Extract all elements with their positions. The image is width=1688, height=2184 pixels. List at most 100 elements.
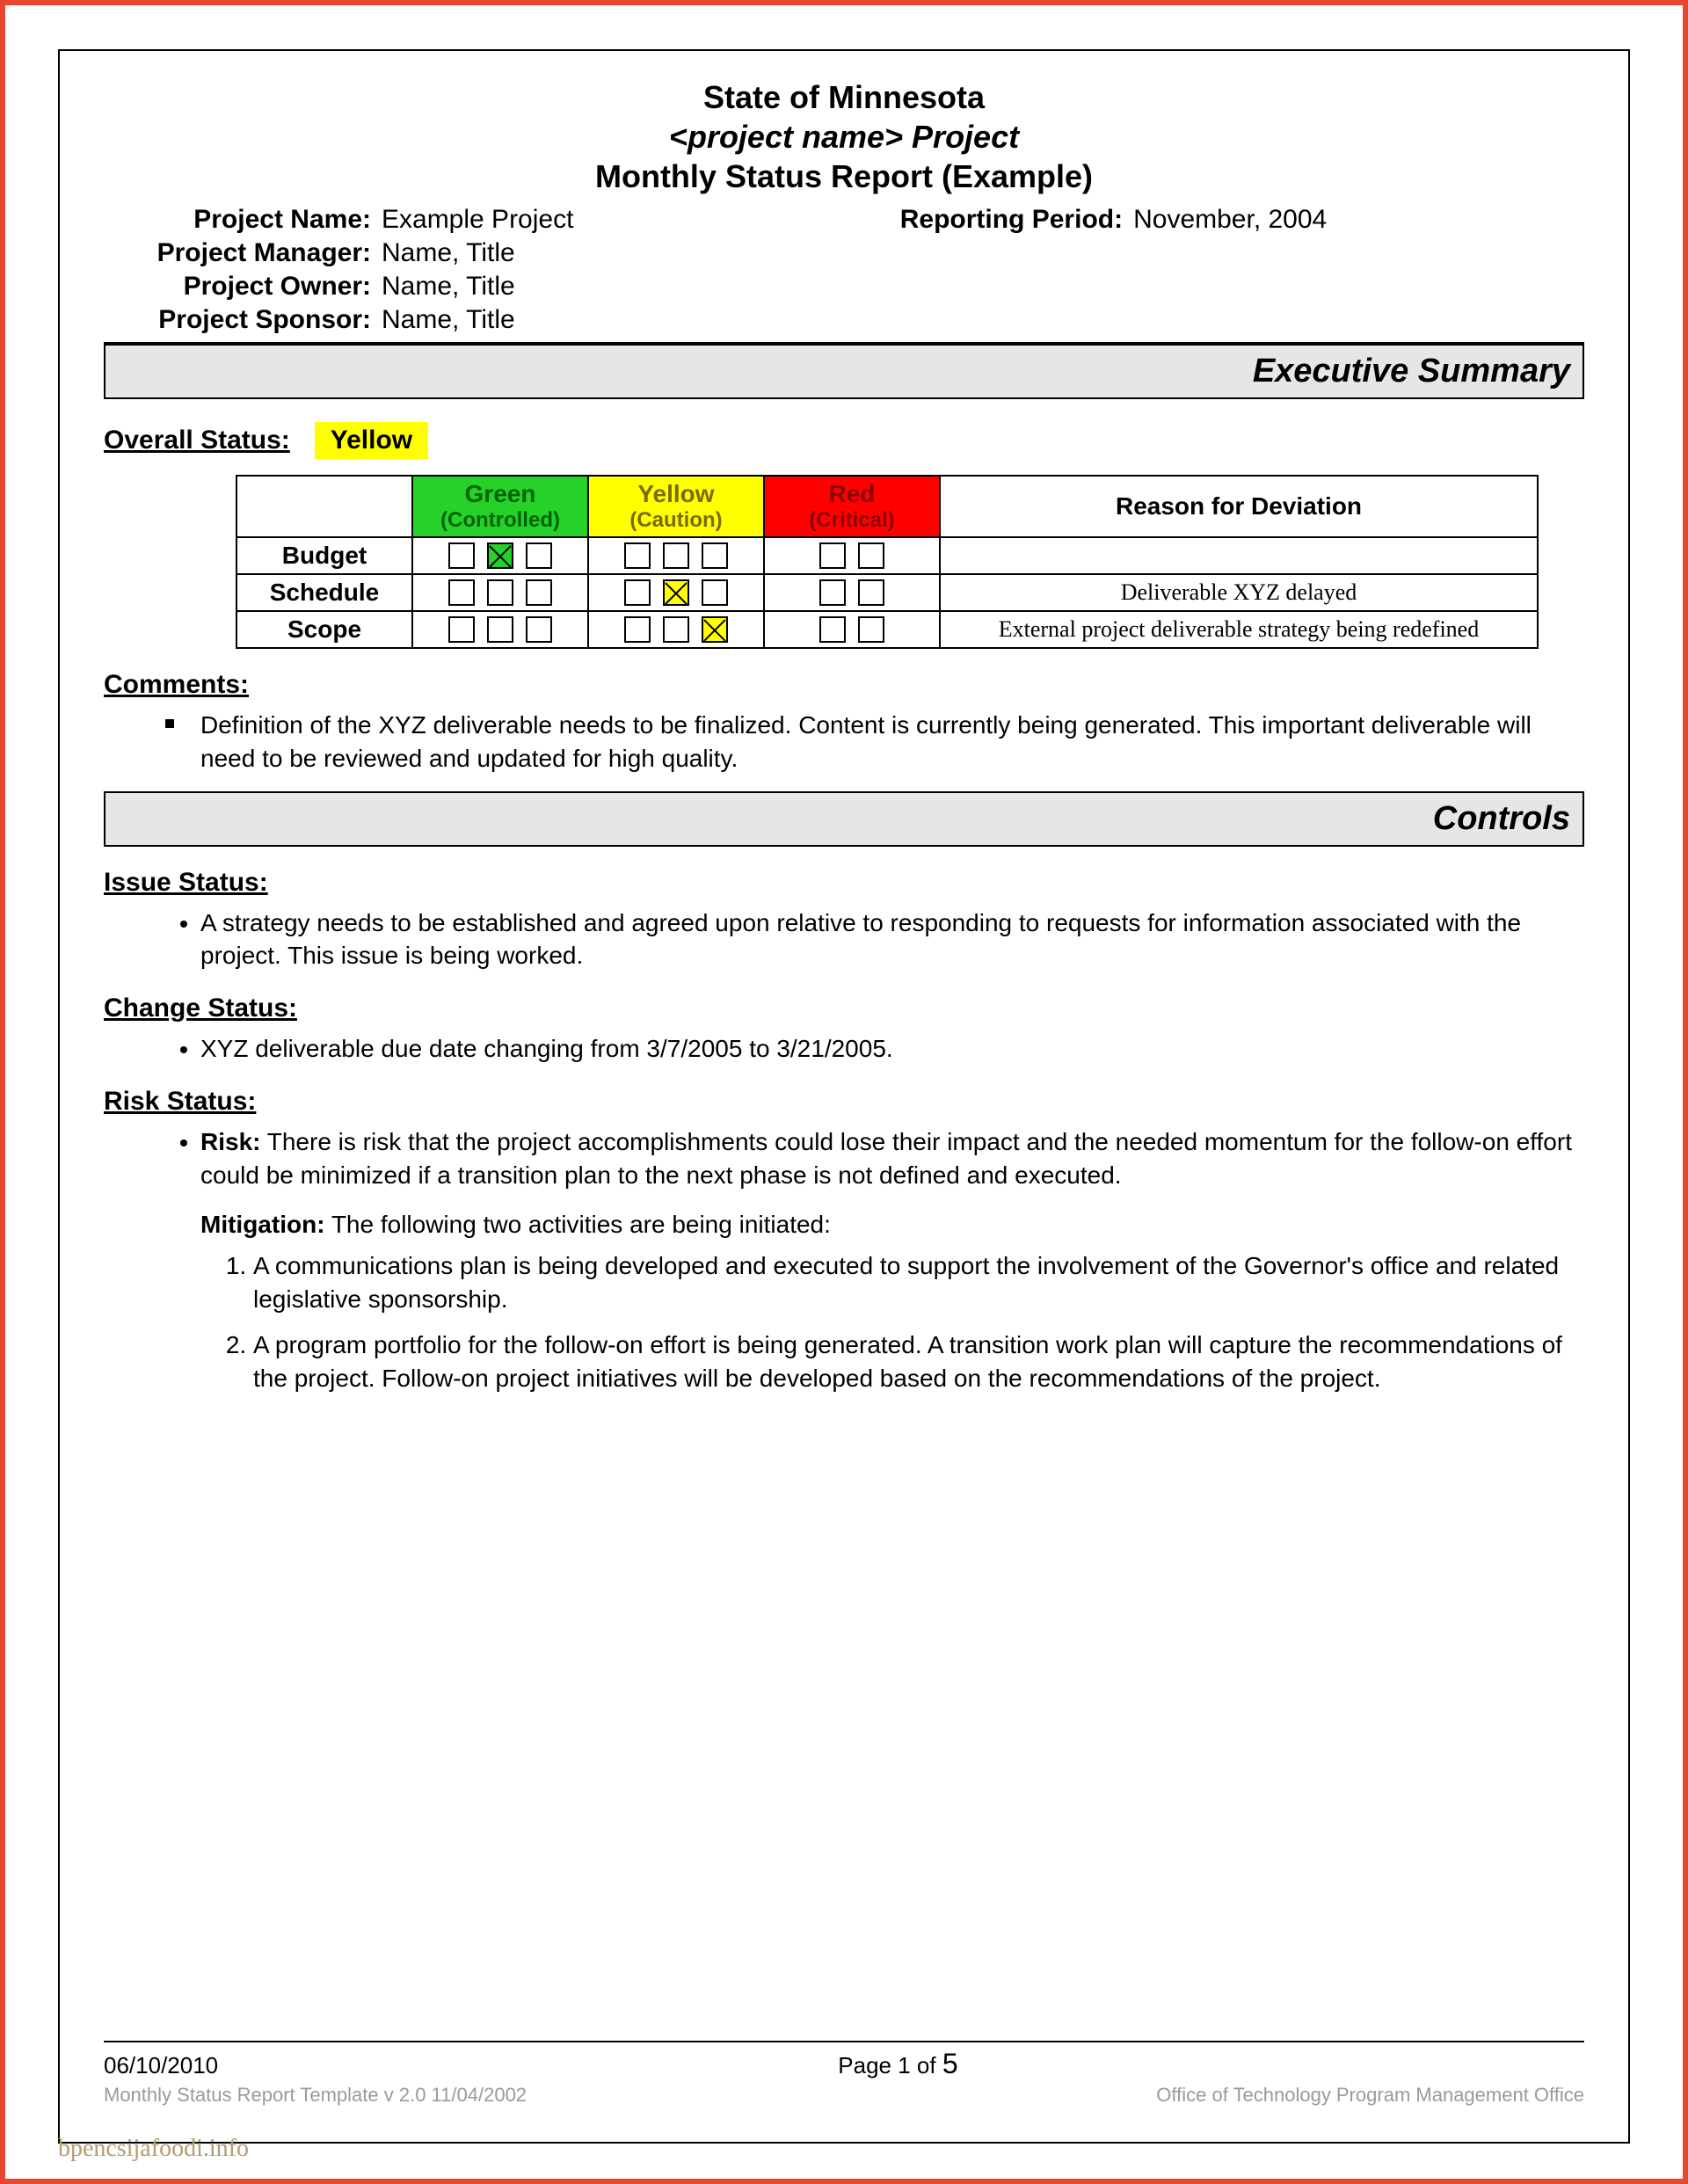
checkbox-icon — [448, 542, 475, 569]
checkbox-icon — [663, 616, 689, 643]
status-col-sub: (Caution) — [598, 508, 754, 533]
checkbox-icon — [663, 542, 689, 569]
footer-template-right: Office of Technology Program Management … — [1156, 2084, 1584, 2107]
checkbox-icon — [448, 579, 475, 606]
checkbox-icon — [702, 542, 728, 569]
status-check-cell — [412, 574, 588, 611]
mitigation-list: A communications plan is being developed… — [200, 1249, 1584, 1394]
checkbox-icon — [663, 579, 689, 606]
overall-status-label: Overall Status: — [104, 426, 290, 455]
meta-project-manager-label: Project Manager: — [104, 237, 376, 270]
mitigation-item: A communications plan is being developed… — [253, 1249, 1584, 1316]
checkbox-icon — [487, 542, 513, 569]
overall-status-row: Overall Status: Yellow — [104, 422, 1584, 459]
risk-status-label: Risk Status: — [104, 1087, 1584, 1117]
mitigation-prefix: Mitigation: — [200, 1211, 325, 1238]
status-corner-cell — [236, 476, 412, 537]
status-col-sub: (Critical) — [774, 508, 930, 533]
issue-status-label: Issue Status: — [104, 868, 1584, 898]
status-col-red: Red(Critical) — [764, 476, 940, 537]
title-line-2-prefix: < — [669, 119, 688, 155]
meta-project-sponsor: Name, Title — [376, 303, 1584, 337]
status-row: Budget — [236, 537, 1538, 574]
status-col-sub: (Controlled) — [422, 508, 578, 533]
page-footer: 06/10/2010 Page 1 of 5 . Monthly Status … — [104, 2041, 1584, 2107]
meta-project-name-label: Project Name: — [104, 203, 376, 237]
status-reason — [940, 537, 1538, 574]
title-line-2: <project name> Project — [104, 117, 1584, 157]
checkbox-icon — [526, 542, 552, 569]
status-reason: Deliverable XYZ delayed — [940, 574, 1538, 611]
change-status-label: Change Status: — [104, 994, 1584, 1023]
status-check-cell — [412, 537, 588, 574]
title-line-3: Monthly Status Report (Example) — [104, 157, 1584, 196]
watermark: bpencsijafoodi.info — [58, 2135, 249, 2163]
meta-project-owner: Name, Title — [376, 270, 1584, 303]
mitigation-item: A program portfolio for the follow-on ef… — [253, 1329, 1584, 1395]
checkbox-icon — [819, 579, 846, 606]
overall-status-value: Yellow — [315, 422, 428, 459]
checkbox-icon — [448, 616, 475, 643]
status-col-name: Red — [774, 480, 930, 508]
status-col-green: Green(Controlled) — [412, 476, 588, 537]
meta-project-manager: Name, Title — [376, 237, 1584, 270]
status-col-reason: Reason for Deviation — [940, 476, 1538, 537]
checkbox-icon — [702, 579, 728, 606]
mitigation-intro: The following two activities are being i… — [331, 1211, 831, 1238]
checkbox-icon — [624, 542, 651, 569]
risk-text: There is risk that the project accomplis… — [200, 1128, 1572, 1189]
title-line-2-italic: project name — [688, 119, 884, 155]
meta-reporting-period: November, 2004 — [1128, 203, 1584, 237]
checkbox-icon — [624, 616, 651, 643]
status-col-name: Yellow — [598, 480, 754, 508]
issue-list: A strategy needs to be established and a… — [104, 906, 1584, 973]
outer-frame: State of Minnesota <project name> Projec… — [0, 0, 1688, 2184]
checkbox-icon — [487, 579, 513, 606]
status-check-cell — [588, 611, 764, 648]
checkbox-icon — [526, 579, 552, 606]
checkbox-icon — [702, 616, 728, 643]
meta-project-sponsor-label: Project Sponsor: — [104, 303, 376, 337]
status-col-name: Green — [422, 480, 578, 508]
status-row: Scope External project deliverable strate… — [236, 611, 1538, 648]
status-check-cell — [588, 574, 764, 611]
banner-executive-summary: Executive Summary — [104, 344, 1584, 399]
change-item: XYZ deliverable due date changing from 3… — [200, 1032, 1584, 1066]
meta-table: Project Name: Example Project Reporting … — [104, 203, 1584, 337]
title-line-2-suffix: > Project — [884, 119, 1019, 155]
meta-project-owner-label: Project Owner: — [104, 270, 376, 303]
risk-prefix: Risk: — [200, 1128, 260, 1155]
risk-item: Risk: There is risk that the project acc… — [200, 1125, 1584, 1395]
status-row-label: Scope — [236, 611, 412, 648]
change-list: XYZ deliverable due date changing from 3… — [104, 1032, 1584, 1066]
page-frame: State of Minnesota <project name> Projec… — [58, 49, 1630, 2144]
footer-date: 06/10/2010 — [104, 2052, 218, 2079]
banner-controls: Controls — [104, 791, 1584, 847]
footer-divider — [104, 2041, 1584, 2042]
status-check-cell — [412, 611, 588, 648]
status-col-yellow: Yellow(Caution) — [588, 476, 764, 537]
checkbox-icon — [487, 616, 513, 643]
status-check-cell — [764, 574, 940, 611]
status-table: Green(Controlled) Yellow(Caution) Red(Cr… — [236, 475, 1539, 649]
checkbox-icon — [858, 542, 884, 569]
checkbox-icon — [819, 542, 846, 569]
checkbox-icon — [624, 579, 651, 606]
footer-page: Page 1 of 5 — [838, 2048, 957, 2080]
checkbox-icon — [858, 616, 884, 643]
title-block: State of Minnesota <project name> Projec… — [104, 77, 1584, 196]
comments-list: Definition of the XYZ deliverable needs … — [104, 709, 1584, 775]
issue-item: A strategy needs to be established and a… — [200, 906, 1584, 973]
status-check-cell — [588, 537, 764, 574]
status-check-cell — [764, 611, 940, 648]
checkbox-icon — [858, 579, 884, 606]
status-row: Schedule Deliverable XYZ delayed — [236, 574, 1538, 611]
status-row-label: Schedule — [236, 574, 412, 611]
status-reason: External project deliverable strategy be… — [940, 611, 1538, 648]
status-row-label: Budget — [236, 537, 412, 574]
meta-reporting-period-label: Reporting Period: — [829, 203, 1128, 237]
comments-label: Comments: — [104, 670, 1584, 700]
checkbox-icon — [819, 616, 846, 643]
title-line-1: State of Minnesota — [104, 77, 1584, 117]
comment-item: Definition of the XYZ deliverable needs … — [165, 709, 1584, 775]
